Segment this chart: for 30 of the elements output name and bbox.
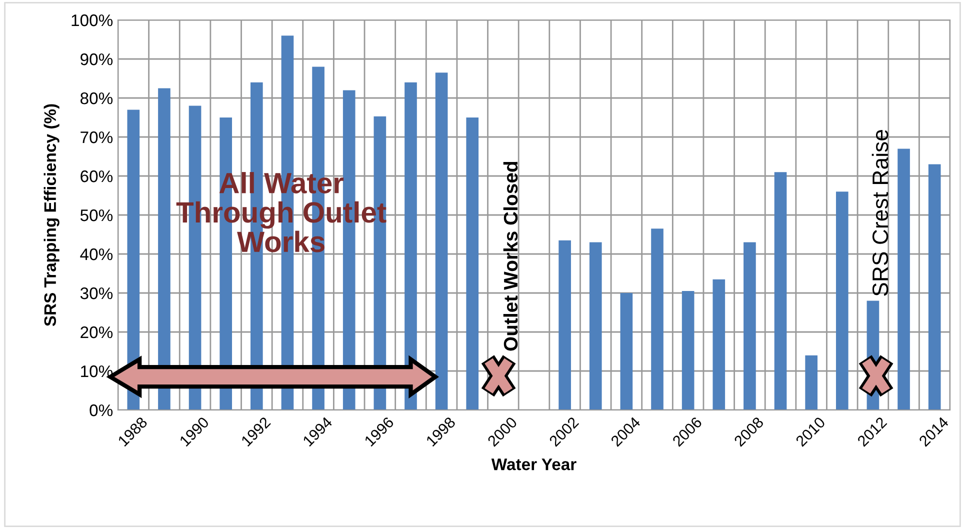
y-tick-label: 60% bbox=[80, 170, 113, 182]
bar bbox=[589, 242, 602, 410]
annotation: SRS Crest Raise bbox=[872, 130, 888, 296]
bar bbox=[898, 148, 910, 410]
bar bbox=[805, 355, 818, 410]
y-tick-label: 90% bbox=[80, 53, 113, 66]
y-tick-label: 30% bbox=[80, 287, 113, 300]
bar bbox=[466, 118, 479, 410]
bar bbox=[651, 228, 664, 410]
bar bbox=[744, 242, 756, 410]
bar bbox=[558, 240, 571, 410]
bar bbox=[620, 293, 633, 410]
bar bbox=[435, 72, 448, 410]
annotation: Outlet Works Closed bbox=[503, 162, 518, 351]
y-axis-title: SRS Trapping Efficiency (%) bbox=[44, 104, 60, 326]
y-tick-label: 100% bbox=[72, 14, 113, 26]
x-axis-title: Water Year bbox=[491, 458, 576, 470]
bar bbox=[774, 172, 787, 410]
y-tick-label: 0% bbox=[90, 404, 113, 416]
y-tick-label: 70% bbox=[80, 131, 113, 144]
bar bbox=[682, 291, 694, 410]
bar bbox=[928, 164, 941, 410]
y-tick-label: 80% bbox=[80, 92, 113, 104]
bar bbox=[404, 82, 417, 410]
bar bbox=[836, 192, 848, 410]
bar bbox=[158, 88, 170, 410]
bar bbox=[712, 279, 726, 410]
y-tick-label: 50% bbox=[80, 209, 113, 222]
y-tick-label: 20% bbox=[80, 326, 113, 338]
y-tick-label: 40% bbox=[80, 248, 113, 260]
